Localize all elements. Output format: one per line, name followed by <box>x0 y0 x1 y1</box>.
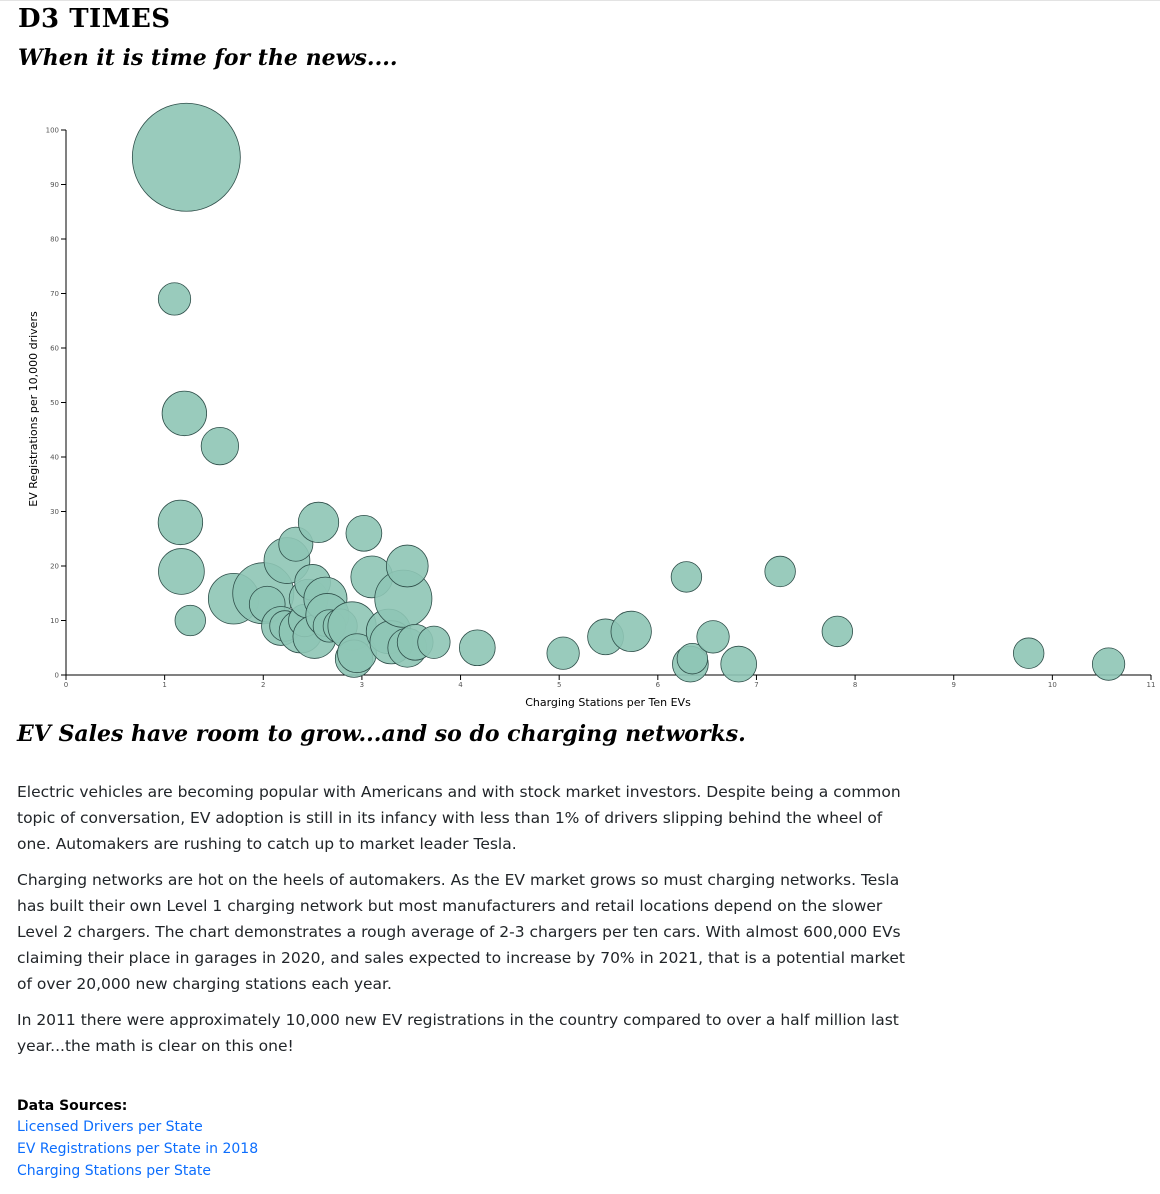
data-bubble[interactable] <box>200 426 239 466</box>
y-tick-label: 50 <box>50 399 59 407</box>
y-tick-label: 70 <box>50 290 59 298</box>
data-bubble[interactable] <box>161 390 208 437</box>
data-bubble[interactable] <box>417 625 451 659</box>
data-bubble[interactable] <box>696 620 730 654</box>
x-tick-label: 3 <box>360 681 364 689</box>
x-axis: 0 1 2 3 4 5 6 7 8 9 10 11 <box>64 674 1156 689</box>
y-tick-label: 0 <box>55 672 59 680</box>
y-axis-label: EV Registrations per 10,000 drivers <box>27 311 40 507</box>
y-tick-label: 10 <box>50 617 59 625</box>
y-tick-label: 40 <box>50 454 59 462</box>
article-paragraph: Charging networks are hot on the heels o… <box>17 871 905 993</box>
data-bubble[interactable] <box>459 629 496 667</box>
data-sources-title: Data Sources: <box>17 1098 128 1114</box>
data-bubble[interactable] <box>1091 647 1126 681</box>
x-tick-label: 10 <box>1048 681 1057 689</box>
y-tick-label: 60 <box>50 345 59 353</box>
y-axis: 0 10 20 30 40 50 60 70 80 90 100 <box>46 127 67 680</box>
data-bubble[interactable] <box>764 555 796 588</box>
data-bubble[interactable] <box>610 610 652 653</box>
data-bubble[interactable] <box>821 615 854 648</box>
data-bubble[interactable] <box>157 499 204 546</box>
x-tick-label: 8 <box>853 681 857 689</box>
x-tick-label: 2 <box>261 681 265 689</box>
article-paragraph: In 2011 there were approximately 10,000 … <box>17 1011 899 1055</box>
masthead-title: D3 TIMES <box>18 4 171 34</box>
data-bubble[interactable] <box>546 636 580 670</box>
data-bubble[interactable] <box>158 548 205 595</box>
data-bubble[interactable] <box>1013 637 1045 669</box>
source-link-ev-registrations[interactable]: EV Registrations per State in 2018 <box>17 1141 259 1157</box>
x-tick-label: 0 <box>64 681 68 689</box>
x-tick-label: 7 <box>754 681 758 689</box>
ev-scatter-chart: 0 10 20 30 40 50 60 70 80 90 100 0 1 2 3 4 5 6 7 8 9 10 11 Ch… <box>27 102 1156 709</box>
x-tick-label: 1 <box>162 681 166 689</box>
x-tick-label: 4 <box>458 681 463 689</box>
y-tick-label: 100 <box>46 127 59 135</box>
data-bubble[interactable] <box>676 642 709 675</box>
data-bubble[interactable] <box>157 282 192 316</box>
y-tick-label: 90 <box>50 181 59 189</box>
data-bubble[interactable] <box>297 501 340 544</box>
masthead-tagline: When it is time for the news.... <box>18 45 398 71</box>
x-axis-label: Charging Stations per Ten EVs <box>525 696 691 709</box>
y-tick-label: 80 <box>50 236 59 244</box>
data-bubble[interactable] <box>174 604 206 637</box>
data-bubble[interactable] <box>670 561 703 593</box>
bubble-layer <box>131 102 1126 683</box>
data-bubble[interactable] <box>720 645 758 683</box>
data-bubble[interactable] <box>131 102 241 212</box>
data-bubble[interactable] <box>345 514 383 552</box>
x-tick-label: 5 <box>557 681 561 689</box>
article-headline: EV Sales have room to grow...and so do c… <box>17 721 746 747</box>
article-paragraph: Electric vehicles are becoming popular w… <box>17 783 901 853</box>
source-link-licensed-drivers[interactable]: Licensed Drivers per State <box>17 1119 203 1135</box>
y-tick-label: 20 <box>50 563 59 571</box>
y-tick-label: 30 <box>50 508 59 516</box>
data-bubble[interactable] <box>385 544 429 588</box>
x-tick-label: 6 <box>656 681 661 689</box>
x-tick-label: 11 <box>1147 681 1156 689</box>
source-link-charging-stations[interactable]: Charging Stations per State <box>17 1163 212 1179</box>
article-body: Electric vehicles are becoming popular w… <box>17 779 917 1069</box>
data-sources: Data Sources: Licensed Drivers per State… <box>17 1098 258 1182</box>
x-tick-label: 9 <box>951 681 955 689</box>
